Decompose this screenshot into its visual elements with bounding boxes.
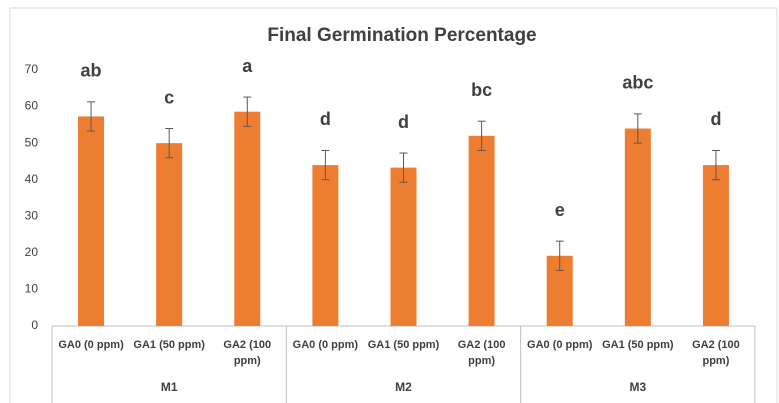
annotation: e	[555, 200, 565, 220]
x-tick-label: GA2 (100 ppm)	[223, 339, 272, 367]
bar	[78, 116, 105, 327]
bar	[468, 135, 495, 326]
x-tick-label: GA1 (50 ppm)	[602, 339, 674, 351]
chart-frame	[9, 7, 778, 403]
annotation: a	[242, 56, 253, 76]
bar	[702, 165, 729, 326]
bar	[234, 111, 261, 326]
y-tick-label: 40	[25, 172, 39, 186]
bar	[624, 128, 651, 326]
bar	[390, 167, 417, 326]
group-label: M1	[161, 380, 178, 394]
x-tick-label: GA0 (0 ppm)	[527, 339, 593, 351]
x-tick-label: GA2 (100 ppm)	[457, 339, 506, 367]
group-label: M3	[629, 380, 646, 394]
x-tick-label: GA0 (0 ppm)	[292, 339, 359, 351]
x-tick-label: GA1 (50 ppm)	[367, 339, 440, 351]
annotation: c	[164, 87, 174, 107]
y-tick-label: 30	[25, 208, 39, 222]
x-tick-label: GA0 (0 ppm)	[58, 339, 124, 351]
y-tick-label: 0	[31, 318, 38, 332]
annotation: d	[710, 109, 721, 129]
y-tick-label: 20	[25, 245, 39, 259]
annotation: abc	[622, 73, 653, 93]
bar	[312, 165, 339, 326]
y-tick-label: 50	[25, 135, 39, 149]
annotation: d	[398, 112, 409, 132]
annotation: d	[320, 109, 331, 129]
x-tick-label: GA2 (100 ppm)	[692, 339, 740, 367]
annotation: ab	[81, 61, 102, 81]
chart-title: Final Germination Percentage	[267, 25, 536, 46]
bar	[156, 143, 183, 326]
x-tick-label: GA1 (50 ppm)	[133, 339, 205, 351]
y-tick-label: 10	[25, 282, 39, 296]
y-tick-label: 60	[25, 99, 39, 113]
annotation: bc	[471, 80, 492, 100]
y-tick-label: 70	[25, 62, 39, 76]
group-label: M2	[395, 380, 412, 394]
